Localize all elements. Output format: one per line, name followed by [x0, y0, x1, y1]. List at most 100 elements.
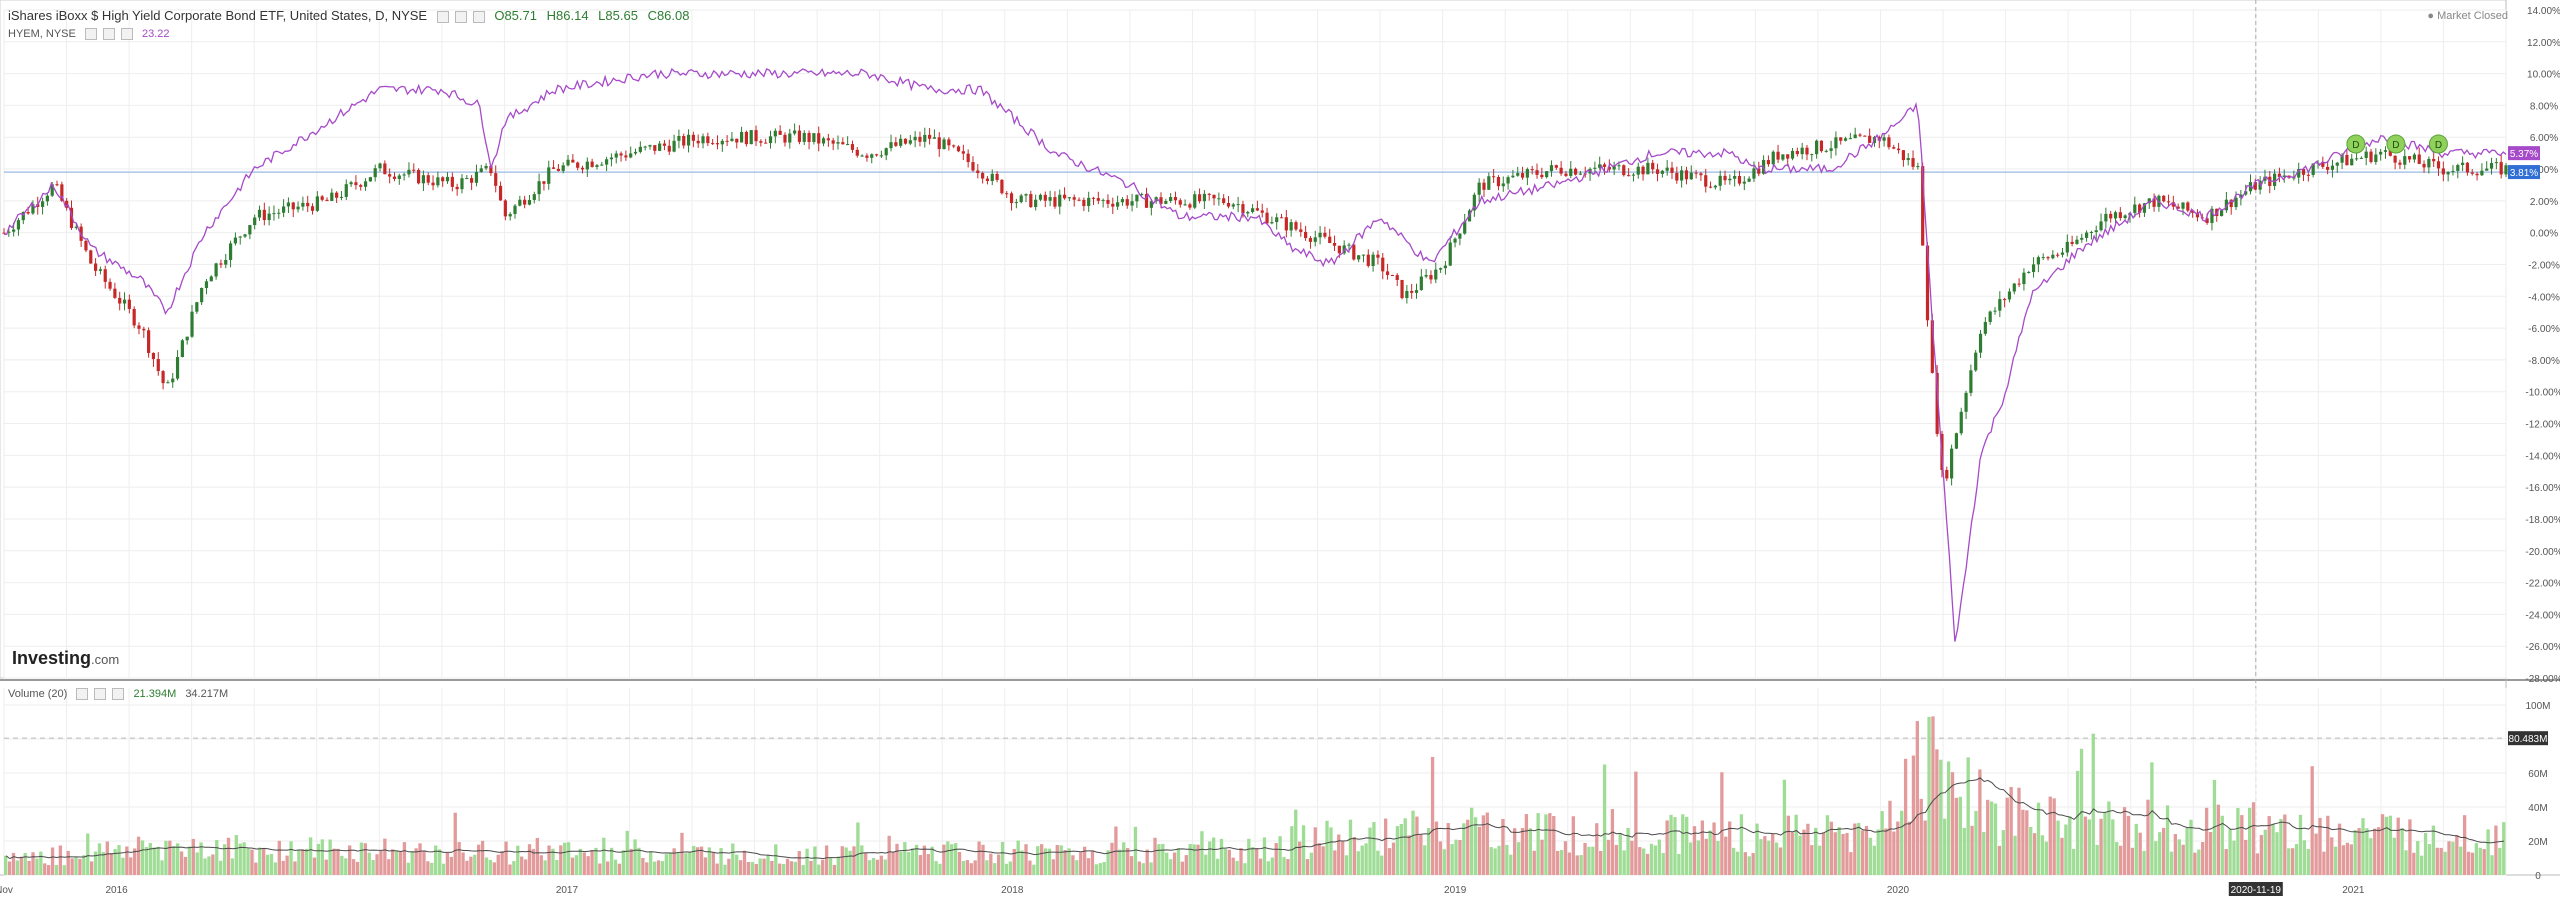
volume-bar: [391, 849, 395, 875]
candle-body: [195, 302, 199, 312]
volume-bar: [660, 861, 665, 875]
candle-body: [547, 167, 551, 184]
candle-body: [383, 163, 387, 175]
volume-bar: [2118, 845, 2123, 875]
candle-body: [1617, 165, 1621, 167]
volume-bar: [1724, 836, 1728, 875]
volume-bar: [1266, 861, 1271, 875]
candle-body: [1612, 166, 1616, 170]
volume-bar: [727, 858, 731, 875]
volume-bar: [1008, 861, 1013, 875]
candle-body: [1786, 154, 1790, 159]
investing-logo[interactable]: Investing.com: [12, 648, 119, 669]
volume-bar: [1653, 845, 1658, 875]
compare-settings-icon[interactable]: [84, 28, 97, 41]
volume-bar: [1868, 837, 1873, 875]
volume-bar: [2158, 832, 2162, 875]
volume-bar: [19, 856, 23, 875]
volume-bar: [211, 854, 215, 875]
volume-bar: [1165, 852, 1169, 875]
candle-body: [1602, 164, 1607, 167]
compare-hide-icon[interactable]: [102, 28, 115, 41]
candle-body: [1578, 173, 1583, 175]
candle-body: [812, 133, 816, 142]
candle-body: [503, 200, 507, 217]
candle-body: [2456, 165, 2460, 171]
candle-body: [2109, 213, 2113, 219]
volume-bar: [1442, 849, 1446, 875]
volume-bar: [2318, 817, 2322, 875]
candle-body: [1492, 176, 1496, 178]
volume-bar: [1071, 855, 1075, 875]
volume-close-icon[interactable]: [112, 688, 125, 701]
volume-bar: [484, 857, 489, 875]
volume-bar: [1896, 821, 1900, 875]
volume-bar: [1016, 840, 1020, 875]
volume-bar: [1821, 832, 1826, 875]
volume-bar: [1415, 816, 1419, 875]
candle-body: [971, 162, 975, 171]
volume-bar: [27, 860, 31, 875]
close-icon[interactable]: [472, 10, 485, 23]
volume-settings-icon[interactable]: [76, 688, 89, 701]
candle-body: [1853, 134, 1857, 139]
candle-body: [1144, 194, 1149, 208]
market-status-icon: ●: [2427, 10, 2438, 22]
volume-bar: [1438, 841, 1443, 875]
volume-bar: [1814, 827, 1818, 875]
candle-body: [976, 170, 980, 174]
volume-bar: [1900, 810, 1904, 875]
candle-body: [1193, 194, 1197, 208]
volume-hide-icon[interactable]: [94, 688, 107, 701]
volume-bar: [1767, 840, 1771, 875]
volume-bar: [281, 860, 285, 875]
volume-tick-label: 0: [2535, 871, 2541, 882]
candle-body: [768, 136, 773, 144]
candle-body: [465, 178, 469, 180]
volume-bar: [684, 853, 688, 875]
volume-bar: [1434, 821, 1439, 875]
volume-bar: [617, 863, 622, 875]
settings-icon[interactable]: [436, 10, 449, 23]
candle-body: [185, 336, 189, 341]
candle-body: [84, 240, 88, 251]
volume-bar: [2384, 816, 2389, 875]
volume-bar: [664, 854, 668, 875]
price-y-axis[interactable]: 14.00% 12.00% 10.00% 8.00% 6.00% 4.00% 2.00% 0.…: [2525, 6, 2560, 685]
candle-body: [1520, 173, 1525, 178]
candle-body: [1737, 176, 1742, 184]
hide-icon[interactable]: [454, 10, 467, 23]
volume-y-axis[interactable]: 100M80M60M40M20M0: [2525, 701, 2550, 882]
volume-bar: [1489, 847, 1493, 875]
candle-body: [923, 134, 927, 142]
volume-bar: [996, 854, 1001, 875]
compare-close-icon[interactable]: [120, 28, 133, 41]
candle-body: [1482, 182, 1486, 190]
candle-body: [253, 217, 257, 226]
candle-body: [1366, 254, 1370, 266]
volume-bar: [2361, 818, 2365, 875]
candle-body: [2031, 264, 2036, 273]
volume-bar: [1829, 821, 1833, 875]
candle-body: [291, 202, 295, 210]
candle-body: [662, 143, 667, 146]
volume-bar: [609, 847, 614, 875]
candle-body: [1950, 448, 1954, 479]
volume-bar: [469, 856, 473, 875]
volume-bar: [1786, 815, 1790, 875]
candle-body: [1501, 183, 1505, 187]
volume-bar: [680, 832, 684, 875]
volume-bar: [129, 857, 133, 875]
candle-body: [1361, 254, 1366, 256]
volume-bar: [2271, 824, 2275, 875]
volume-bar: [598, 863, 602, 875]
volume-bar: [1063, 849, 1067, 875]
volume-bar: [226, 837, 231, 875]
volume-bar: [387, 859, 391, 875]
volume-bar: [2482, 849, 2486, 875]
candle-body: [45, 195, 49, 202]
volume-bar: [2193, 852, 2197, 875]
volume-bar: [1051, 859, 1056, 875]
